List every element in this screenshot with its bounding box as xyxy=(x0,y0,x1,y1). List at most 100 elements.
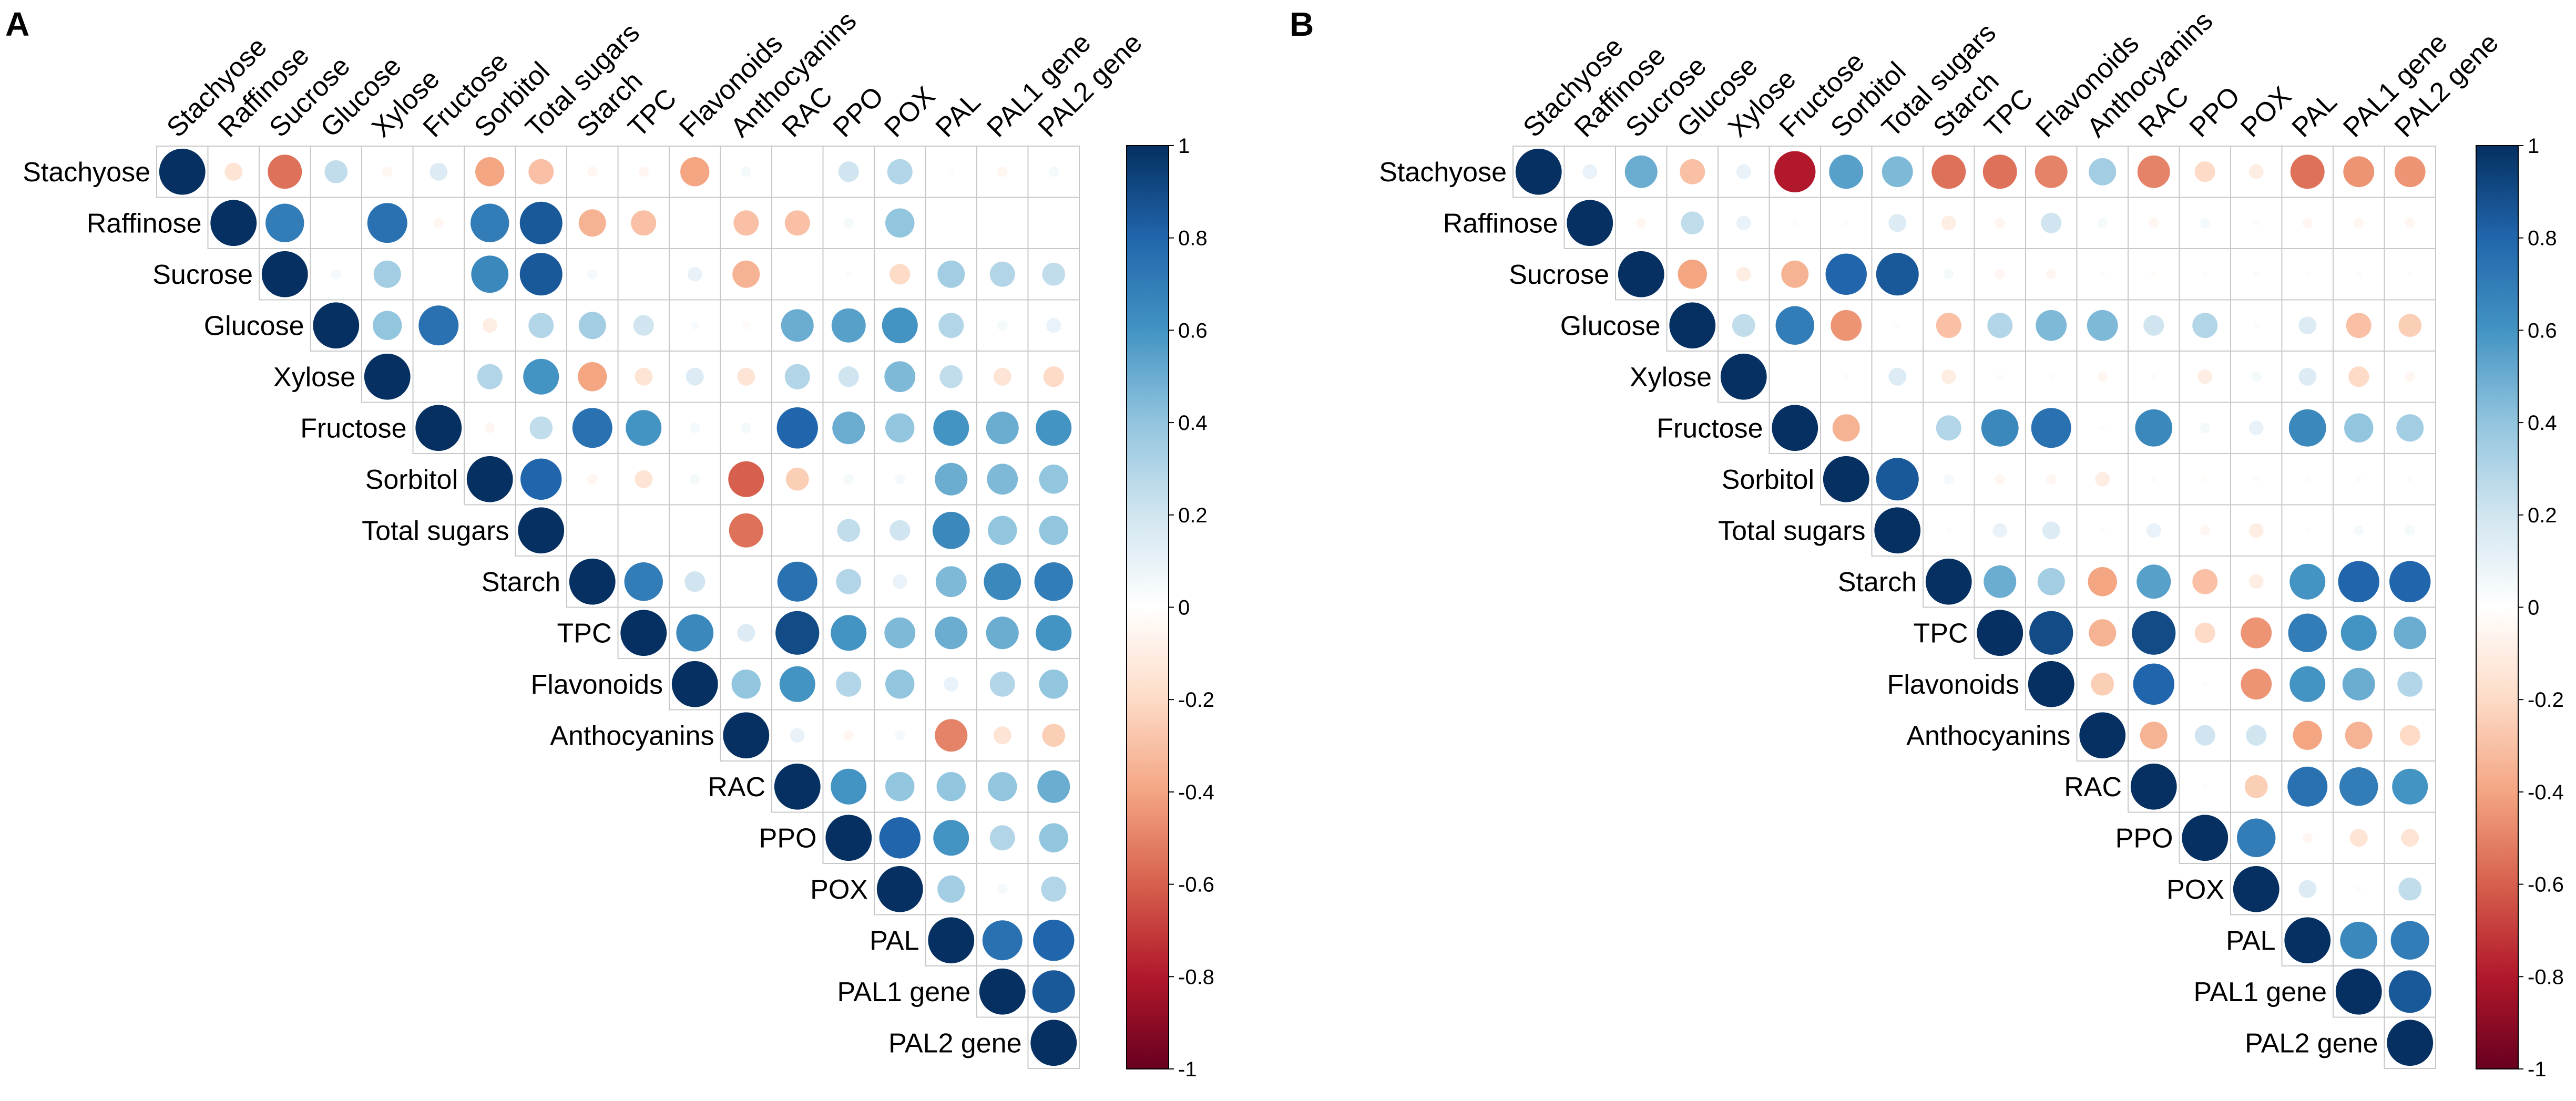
corr-circle-anthocyanins-pal2-gene xyxy=(2399,725,2420,746)
corr-circle-total-sugars-pal xyxy=(2304,527,2311,534)
corr-circle-fructose-rac xyxy=(2135,409,2173,447)
corr-circle-anthocyanins-pal2-gene xyxy=(1042,724,1066,747)
corr-circle-rac-pal2-gene xyxy=(1037,770,1070,803)
row-label-stachyose: Stachyose xyxy=(23,157,150,188)
corr-circle-total-sugars-total-sugars xyxy=(518,507,565,554)
corr-circle-sorbitol-starch xyxy=(1943,474,1954,485)
corr-circle-flavonoids-anthocyanins xyxy=(2091,672,2114,696)
corr-circle-rac-rac xyxy=(2130,763,2177,810)
corr-circle-xylose-pal1-gene xyxy=(2348,366,2369,387)
corr-circle-glucose-ppo xyxy=(2192,313,2218,338)
corr-circle-xylose-flavonoids xyxy=(2048,373,2054,380)
corr-circle-stachyose-total-sugars xyxy=(1882,156,1913,188)
corr-circle-sorbitol-total-sugars xyxy=(1876,458,1919,501)
row-label-anthocyanins: Anthocyanins xyxy=(1906,721,2070,751)
corr-circle-sorbitol-pal1-gene xyxy=(2355,476,2362,482)
corr-circle-starch-pal1-gene xyxy=(2338,561,2379,602)
corr-circle-raffinose-pal xyxy=(2302,218,2313,229)
corr-circle-xylose-total-sugars xyxy=(523,358,559,395)
corr-circle-anthocyanins-ppo xyxy=(2194,725,2215,746)
corr-circle-total-sugars-pal xyxy=(932,511,970,549)
row-label-pal1-gene: PAL1 gene xyxy=(2194,977,2327,1007)
corr-circle-stachyose-sucrose xyxy=(268,155,302,189)
corr-circle-starch-pox xyxy=(2248,574,2264,589)
corr-circle-raffinose-sucrose xyxy=(1635,218,1647,229)
colorbar xyxy=(1126,145,1169,1069)
corr-circle-raffinose-flavonoids xyxy=(2041,212,2062,233)
corr-circle-xylose-ppo xyxy=(2197,369,2213,384)
corr-circle-fructose-flavonoids xyxy=(2031,408,2071,448)
corr-circle-glucose-pal2-gene xyxy=(2398,314,2422,337)
corr-circle-flavonoids-pal1-gene xyxy=(2342,667,2375,701)
grid-cell xyxy=(1871,402,1924,454)
corr-circle-sucrose-anthocyanins xyxy=(732,260,760,288)
corr-circle-sorbitol-pal2-gene xyxy=(1039,465,1068,494)
row-label-tpc: TPC xyxy=(557,618,612,649)
corr-circle-pal1-gene-pal2-gene xyxy=(1032,970,1075,1013)
corr-circle-glucose-glucose xyxy=(1669,302,1716,349)
grid-cell xyxy=(925,197,977,249)
corr-circle-glucose-pal xyxy=(2298,316,2317,335)
corr-circle-rac-pal xyxy=(936,772,966,801)
corr-circle-anthocyanins-pal xyxy=(2293,721,2322,750)
grid-cell xyxy=(1769,351,1821,403)
corr-circle-total-sugars-pox xyxy=(2248,523,2264,538)
colorbar-tick-label: -0.8 xyxy=(1178,965,1214,989)
corr-circle-glucose-tpc xyxy=(1987,313,2013,338)
col-label-ppo: PPO xyxy=(2184,81,2246,143)
corr-circle-glucose-starch xyxy=(1936,313,1961,338)
corr-circle-ppo-pal xyxy=(933,820,969,856)
colorbar-tick-label: -0.2 xyxy=(1178,688,1214,712)
corr-circle-flavonoids-anthocyanins xyxy=(731,670,761,699)
corr-circle-ppo-pox xyxy=(2237,818,2276,857)
corr-circle-raffinose-raffinose xyxy=(210,200,257,246)
corr-circle-total-sugars-flavonoids xyxy=(2042,521,2060,540)
row-label-glucose: Glucose xyxy=(1560,311,1661,341)
colorbar-tick-label: -1 xyxy=(2528,1058,2547,1081)
corr-circle-stachyose-stachyose xyxy=(159,148,206,195)
corr-circle-flavonoids-rac xyxy=(2133,663,2174,705)
corr-circle-sucrose-pal2-gene xyxy=(1042,262,1066,286)
corr-circle-tpc-anthocyanins xyxy=(2089,619,2117,647)
corr-circle-sucrose-xylose xyxy=(1736,266,1751,282)
corr-circle-rac-ppo xyxy=(2202,783,2209,790)
corr-circle-sucrose-total-sugars xyxy=(1876,253,1919,296)
corr-circle-starch-pal xyxy=(2289,563,2326,600)
corr-circle-flavonoids-ppo xyxy=(836,671,862,697)
corr-circle-tpc-pal xyxy=(935,616,968,650)
corr-circle-stachyose-tpc xyxy=(638,166,649,177)
corr-circle-glucose-fructose xyxy=(418,305,459,346)
corr-circle-raffinose-sorbitol xyxy=(1843,220,1849,227)
corr-circle-sorbitol-sorbitol xyxy=(466,456,513,502)
corr-circle-xylose-flavonoids xyxy=(686,367,704,386)
corr-circle-glucose-pal2-gene xyxy=(1046,318,1061,333)
corr-circle-stachyose-starch xyxy=(1931,155,1966,189)
corr-circle-glucose-pal1-gene xyxy=(2346,313,2371,338)
corr-circle-fructose-starch xyxy=(572,408,612,448)
corr-circle-flavonoids-rac xyxy=(779,666,815,702)
corr-circle-anthocyanins-pox xyxy=(2246,725,2267,746)
grid-cell xyxy=(669,197,721,249)
col-label-pal: PAL xyxy=(2286,87,2343,143)
corr-circle-flavonoids-pal2-gene xyxy=(1039,670,1068,699)
corr-circle-sucrose-flavonoids xyxy=(687,266,702,282)
corr-circle-ppo-pox xyxy=(879,817,921,859)
corr-circle-stachyose-pox xyxy=(2248,164,2264,179)
corr-circle-raffinose-ppo xyxy=(843,218,854,229)
corr-circle-stachyose-pal2-gene xyxy=(2394,156,2426,188)
corr-circle-sorbitol-ppo xyxy=(843,474,854,485)
grid-cell xyxy=(617,504,670,557)
corr-circle-anthocyanins-ppo xyxy=(843,730,854,741)
corr-circle-anthocyanins-pal1-gene xyxy=(993,726,1011,745)
corr-circle-stachyose-stachyose xyxy=(1515,148,1562,195)
corr-circle-rac-rac xyxy=(774,763,821,810)
corr-circle-sucrose-pal1-gene xyxy=(989,261,1015,287)
corr-circle-starch-pal2-gene xyxy=(2389,561,2431,602)
corr-circle-fructose-total-sugars xyxy=(529,416,553,440)
corr-circle-sucrose-pox xyxy=(2253,271,2260,277)
corr-circle-glucose-anthocyanins xyxy=(2087,310,2118,341)
corr-circle-total-sugars-anthocyanins xyxy=(729,513,763,548)
colorbar-tick-label: 0.4 xyxy=(1178,411,1208,435)
corr-circle-glucose-pox xyxy=(2253,322,2260,329)
corr-circle-stachyose-ppo xyxy=(838,161,859,182)
